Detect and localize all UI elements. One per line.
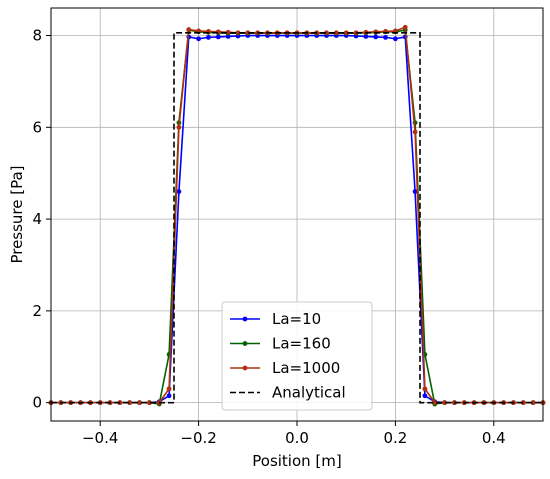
y-tick-label: 8	[32, 27, 42, 45]
data-point	[196, 36, 202, 42]
legend-item: La=160	[230, 335, 331, 353]
legend-item: La=1000	[230, 359, 340, 377]
data-point	[530, 400, 536, 406]
y-axis-label: Pressure [Pa]	[8, 165, 26, 263]
data-point	[363, 34, 369, 39]
legend-marker	[242, 316, 248, 322]
data-point	[393, 36, 398, 42]
x-axis-label: Position [m]	[252, 452, 342, 470]
data-point	[206, 34, 211, 40]
data-point	[186, 27, 192, 32]
data-point	[520, 400, 526, 406]
data-point	[432, 400, 438, 406]
data-point	[215, 34, 221, 40]
x-tick-label: 0.0	[285, 429, 309, 447]
data-point	[333, 30, 339, 36]
y-tick-label: 2	[32, 302, 42, 320]
legend-marker	[242, 365, 248, 371]
data-point	[412, 129, 418, 135]
data-point	[343, 30, 349, 36]
legend-box	[221, 301, 373, 411]
data-point	[166, 393, 172, 399]
legend: La=10 La=160 La=1000 Analytical	[221, 301, 373, 411]
data-point	[353, 30, 359, 36]
data-point	[137, 400, 142, 406]
legend-label: La=10	[272, 310, 321, 328]
y-tick-label: 6	[32, 118, 42, 136]
legend-label: Analytical	[272, 384, 346, 402]
ticks: −0.4 −0.2 0.0 0.2 0.4 0 2 4 6 8	[32, 27, 505, 447]
legend-label: La=1000	[272, 359, 340, 377]
data-point	[422, 386, 428, 392]
x-tick-label: −0.4	[82, 429, 118, 447]
data-point	[176, 189, 182, 194]
data-point	[127, 400, 133, 406]
data-point	[176, 124, 182, 130]
data-point	[324, 30, 329, 36]
y-tick-label: 0	[32, 394, 42, 412]
legend-item: Analytical	[230, 384, 346, 402]
data-point	[442, 400, 447, 406]
legend-marker	[242, 341, 248, 346]
y-tick-label: 4	[32, 210, 42, 228]
data-point	[402, 24, 408, 30]
data-point	[422, 393, 428, 399]
data-point	[235, 30, 241, 36]
x-tick-label: 0.2	[383, 429, 407, 447]
legend-item: La=10	[230, 310, 321, 328]
x-tick-label: −0.2	[180, 429, 216, 447]
legend-label: La=160	[272, 335, 331, 353]
data-point	[245, 30, 251, 36]
data-point	[412, 189, 418, 194]
x-tick-label: 0.4	[482, 429, 506, 447]
data-point	[147, 400, 152, 406]
series-analytical	[51, 31, 543, 404]
data-point	[373, 34, 379, 40]
series-line	[51, 31, 543, 404]
data-point	[383, 34, 388, 40]
series-layer	[48, 24, 546, 407]
data-point	[166, 386, 172, 392]
